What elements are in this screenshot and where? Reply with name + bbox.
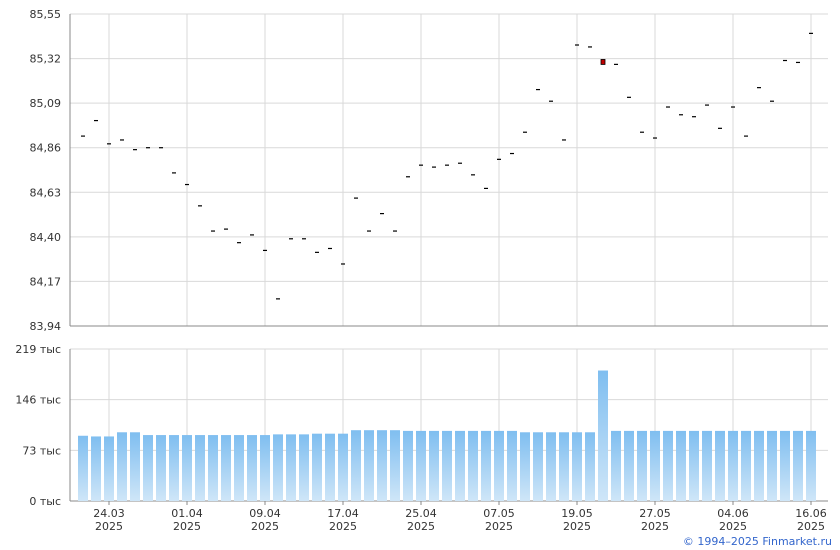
- x-tick-date: 27.05: [639, 507, 671, 520]
- volume-bars: [78, 370, 816, 501]
- volume-bar[interactable]: [754, 430, 764, 501]
- volume-bar[interactable]: [767, 430, 777, 501]
- x-axis-labels: 24.03202501.04202509.04202517.04202525.0…: [93, 501, 827, 533]
- volume-bar[interactable]: [182, 435, 192, 501]
- volume-bar[interactable]: [143, 435, 153, 501]
- volume-bar[interactable]: [663, 430, 673, 501]
- volume-bar[interactable]: [312, 433, 322, 501]
- volume-bar[interactable]: [273, 434, 283, 501]
- volume-bar[interactable]: [221, 435, 231, 501]
- price-point-highlight[interactable]: [600, 59, 606, 65]
- volume-bar[interactable]: [351, 430, 361, 501]
- volume-bar[interactable]: [780, 430, 790, 501]
- x-tick-year: 2025: [641, 520, 669, 533]
- x-tick-year: 2025: [719, 520, 747, 533]
- x-tick-year: 2025: [173, 520, 201, 533]
- volume-bar[interactable]: [715, 430, 725, 501]
- x-tick-date: 01.04: [171, 507, 203, 520]
- x-tick-date: 09.04: [249, 507, 281, 520]
- volume-bar[interactable]: [390, 430, 400, 501]
- price-tick-label: 84,17: [30, 275, 62, 288]
- volume-bar[interactable]: [429, 430, 439, 501]
- x-tick-year: 2025: [407, 520, 435, 533]
- x-tick-date: 04.06: [717, 507, 749, 520]
- volume-bar[interactable]: [234, 435, 244, 501]
- price-grid: [69, 13, 828, 327]
- price-tick-label: 84,86: [30, 142, 62, 155]
- x-tick-date: 24.03: [93, 507, 125, 520]
- x-tick-year: 2025: [329, 520, 357, 533]
- price-tick-label: 84,40: [30, 231, 62, 244]
- volume-bar[interactable]: [247, 435, 257, 501]
- x-tick-year: 2025: [95, 520, 123, 533]
- volume-tick-label: 0 тыс: [29, 495, 61, 508]
- volume-bar[interactable]: [793, 430, 803, 501]
- price-tick-label: 84,63: [30, 186, 62, 199]
- volume-bar[interactable]: [611, 430, 621, 501]
- volume-bar[interactable]: [299, 434, 309, 501]
- volume-bar[interactable]: [286, 434, 296, 501]
- x-tick-year: 2025: [563, 520, 591, 533]
- volume-bar[interactable]: [104, 436, 114, 501]
- volume-bar[interactable]: [559, 432, 569, 501]
- volume-bar[interactable]: [572, 432, 582, 501]
- volume-bar[interactable]: [533, 432, 543, 501]
- volume-bar[interactable]: [260, 435, 270, 501]
- x-tick-date: 19.05: [561, 507, 593, 520]
- price-axis-labels: 85,55 85,32 85,09 84,86 84,63 84,40 84,17 83,94: [30, 8, 62, 333]
- volume-bar[interactable]: [689, 430, 699, 501]
- volume-bar[interactable]: [117, 432, 127, 501]
- volume-bar[interactable]: [494, 430, 504, 501]
- volume-bar[interactable]: [364, 430, 374, 501]
- volume-bar[interactable]: [325, 433, 335, 501]
- volume-bar[interactable]: [195, 435, 205, 501]
- volume-bar[interactable]: [455, 430, 465, 501]
- volume-bar[interactable]: [728, 430, 738, 501]
- volume-bar[interactable]: [637, 430, 647, 501]
- volume-bar[interactable]: [377, 430, 387, 501]
- volume-bar[interactable]: [130, 432, 140, 501]
- volume-bar[interactable]: [338, 433, 348, 501]
- volume-axis-labels: 219 тыс 146 тыс 73 тыс 0 тыс: [15, 343, 61, 508]
- volume-bar[interactable]: [598, 370, 608, 501]
- volume-bar[interactable]: [208, 435, 218, 501]
- x-tick-date: 07.05: [483, 507, 515, 520]
- volume-bar[interactable]: [650, 430, 660, 501]
- volume-bar[interactable]: [676, 430, 686, 501]
- volume-tick-label: 219 тыс: [15, 343, 61, 356]
- x-tick-date: 17.04: [327, 507, 359, 520]
- volume-bar[interactable]: [520, 432, 530, 501]
- x-tick-date: 25.04: [405, 507, 437, 520]
- x-tick-year: 2025: [251, 520, 279, 533]
- volume-bar[interactable]: [91, 436, 101, 501]
- volume-bar[interactable]: [806, 430, 816, 501]
- volume-tick-label: 73 тыс: [22, 444, 61, 457]
- volume-bar[interactable]: [624, 430, 634, 501]
- x-tick-year: 2025: [797, 520, 825, 533]
- volume-bar[interactable]: [442, 430, 452, 501]
- source-credit[interactable]: © 1994–2025 Finmarket.ru: [683, 535, 832, 548]
- x-tick-date: 16.06: [795, 507, 827, 520]
- x-tick-year: 2025: [485, 520, 513, 533]
- volume-bar[interactable]: [546, 432, 556, 501]
- volume-tick-label: 146 тыс: [15, 394, 61, 407]
- volume-bar[interactable]: [416, 430, 426, 501]
- volume-bar[interactable]: [78, 435, 88, 501]
- volume-bar[interactable]: [156, 435, 166, 501]
- volume-bar[interactable]: [468, 430, 478, 501]
- volume-bar[interactable]: [403, 430, 413, 501]
- volume-bar[interactable]: [507, 430, 517, 501]
- price-points: [81, 32, 813, 300]
- volume-bar[interactable]: [585, 432, 595, 501]
- volume-bar[interactable]: [481, 430, 491, 501]
- volume-bar[interactable]: [169, 435, 179, 501]
- volume-bar[interactable]: [741, 430, 751, 501]
- volume-bar[interactable]: [702, 430, 712, 501]
- price-tick-label: 85,55: [30, 8, 62, 21]
- price-tick-label: 85,32: [30, 53, 62, 66]
- price-tick-label: 85,09: [30, 97, 62, 110]
- price-tick-label: 83,94: [30, 320, 62, 333]
